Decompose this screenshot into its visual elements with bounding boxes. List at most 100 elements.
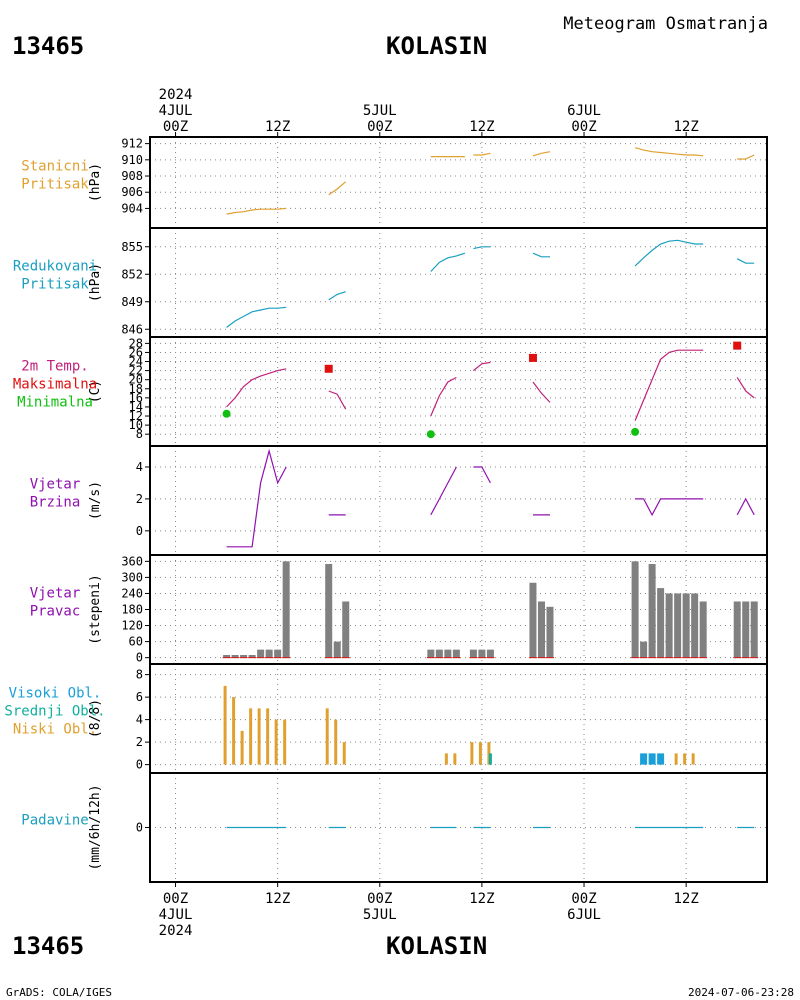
y-tick-label: 0 xyxy=(136,758,143,772)
cloud-bar xyxy=(342,742,346,765)
bottom-time-label: 12Z xyxy=(265,891,290,907)
cloud-bar xyxy=(648,753,656,765)
y-tick-label: 60 xyxy=(129,635,143,649)
bottom-time-label: 12Z xyxy=(469,891,494,907)
station-id: 13465 xyxy=(12,32,85,60)
panel-label: Visoki Obl. xyxy=(9,686,102,702)
tmax-marker xyxy=(324,364,333,373)
y-axis-label: (hPa) xyxy=(88,263,103,302)
panel-label: Vjetar xyxy=(30,586,81,602)
footer-timestamp: 2024-07-06-23:28 xyxy=(688,986,794,999)
y-axis-label: (hPa) xyxy=(88,163,103,202)
cloud-bar xyxy=(249,708,253,765)
cloud-bar xyxy=(657,753,665,765)
top-time-label: 12Z xyxy=(674,119,699,135)
series-line xyxy=(473,152,491,156)
top-time-label: 12Z xyxy=(469,119,494,135)
wind-direction-bar xyxy=(699,601,707,658)
cloud-bar xyxy=(325,708,329,765)
cloud-bar xyxy=(283,719,287,765)
y-axis-label: (m/s) xyxy=(88,481,103,520)
cloud-bar xyxy=(274,719,278,765)
panel-label: Srednji Obl. xyxy=(4,704,105,720)
wind-direction-bar xyxy=(537,601,545,658)
wind-direction-bar xyxy=(640,641,648,658)
y-tick-label: 0 xyxy=(136,651,143,665)
bottom-time-label: 00Z xyxy=(163,891,188,907)
wind-direction-bar xyxy=(231,654,239,658)
y-tick-label: 904 xyxy=(121,201,143,215)
wind-direction-bar xyxy=(657,588,665,658)
series-line xyxy=(634,349,704,421)
bottom-time-label: 6JUL xyxy=(567,907,601,923)
tmax-marker xyxy=(528,353,537,362)
footer-station-id: 13465 xyxy=(12,932,85,960)
series-line xyxy=(226,448,287,548)
panel-frame xyxy=(149,227,768,338)
cloud-bar xyxy=(488,753,492,765)
series-line xyxy=(532,252,550,258)
y-axis-label: (C) xyxy=(88,380,103,403)
wind-direction-bar xyxy=(631,561,639,658)
wind-direction-bar xyxy=(469,649,477,658)
series-line xyxy=(473,246,491,250)
y-tick-label: 910 xyxy=(121,153,143,167)
series-line xyxy=(430,466,457,516)
cloud-bar xyxy=(444,753,448,765)
y-tick-label: 300 xyxy=(121,570,143,584)
bottom-time-label: 4JUL xyxy=(159,907,193,923)
top-time-label: 00Z xyxy=(571,119,596,135)
top-time-label: 12Z xyxy=(265,119,290,135)
wind-direction-bar xyxy=(546,606,554,658)
y-tick-label: 846 xyxy=(121,322,143,336)
cloud-bar xyxy=(334,719,338,765)
cloud-bar xyxy=(691,753,695,765)
series-line xyxy=(328,390,347,410)
top-time-label: 6JUL xyxy=(567,103,601,119)
panel-label: Niski Obl. xyxy=(13,722,97,738)
y-tick-label: 2 xyxy=(136,492,143,506)
panel-label: Brzina xyxy=(30,495,81,511)
panel-frame xyxy=(149,445,768,556)
series-line xyxy=(226,207,287,215)
y-tick-label: 2 xyxy=(136,735,143,749)
y-tick-label: 28 xyxy=(129,336,143,350)
wind-direction-bar xyxy=(325,564,333,658)
bottom-time-label: 12Z xyxy=(674,891,699,907)
y-tick-label: 16 xyxy=(129,391,143,405)
y-tick-label: 8 xyxy=(136,668,143,682)
meteogram-subtitle: Meteogram Osmatranja xyxy=(563,14,768,34)
y-tick-label: 20 xyxy=(129,373,143,387)
y-tick-label: 12 xyxy=(129,409,143,423)
cloud-bar xyxy=(478,742,482,765)
wind-direction-bar xyxy=(282,561,290,658)
tmin-marker xyxy=(426,430,435,439)
wind-direction-bar xyxy=(478,649,486,658)
y-tick-label: 849 xyxy=(121,295,143,309)
wind-direction-bar xyxy=(733,601,741,658)
wind-direction-bar xyxy=(691,593,699,658)
y-tick-label: 240 xyxy=(121,586,143,600)
wind-direction-bar xyxy=(427,649,435,658)
wind-direction-bar xyxy=(674,593,682,658)
panel-label: Stanicni xyxy=(21,159,88,175)
tmin-marker xyxy=(631,427,640,436)
y-tick-label: 360 xyxy=(121,554,143,568)
wind-direction-bar xyxy=(240,654,248,658)
y-tick-label: 14 xyxy=(129,400,143,414)
y-tick-label: 8 xyxy=(136,427,143,441)
panel-label: Vjetar xyxy=(30,477,81,493)
top-time-label: 00Z xyxy=(367,119,392,135)
y-axis-label: (stepeni) xyxy=(88,574,103,644)
y-tick-label: 4 xyxy=(136,713,143,727)
wind-direction-bar xyxy=(257,649,265,658)
top-time-label: 2024 xyxy=(159,87,193,103)
y-tick-label: 912 xyxy=(121,137,143,151)
series-line xyxy=(634,239,704,267)
y-tick-label: 26 xyxy=(129,345,143,359)
series-line xyxy=(736,497,755,516)
y-axis-label: (8/8) xyxy=(88,699,103,738)
cloud-bar xyxy=(640,753,648,765)
wind-direction-bar xyxy=(486,649,494,658)
wind-direction-bar xyxy=(444,649,452,658)
